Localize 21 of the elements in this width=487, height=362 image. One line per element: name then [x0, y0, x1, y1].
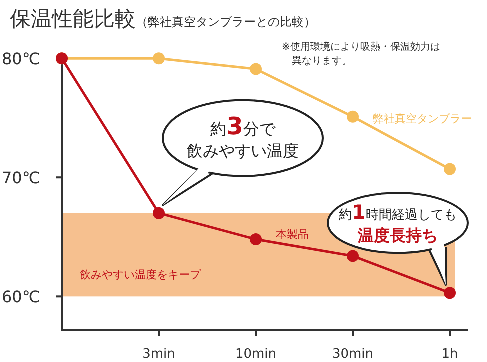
series-label: 弊社真空タンブラー — [373, 112, 472, 126]
chart-subtitle: （弊社真空タンブラーとの比較） — [136, 15, 316, 29]
annotation: ※使用環境により吸熱・保温効力は異なります。 — [282, 41, 440, 67]
x-tick-label: 10min — [235, 347, 277, 362]
point — [347, 250, 359, 262]
x-tick-label: 30min — [332, 347, 374, 362]
point — [347, 110, 359, 123]
y-tick-label: 80℃ — [2, 50, 40, 69]
y-tick-label: 60℃ — [2, 288, 40, 307]
point — [250, 63, 262, 76]
point — [153, 207, 165, 220]
x-tick-label: 1h — [442, 347, 458, 362]
band-label: 飲みやすい温度をキープ — [80, 268, 202, 282]
x-tick-label: 3min — [142, 347, 176, 362]
annotation: 約3分で飲みやすい温度 — [187, 112, 299, 160]
series-label: 本製品 — [276, 228, 309, 241]
point — [444, 163, 456, 176]
y-tick-label: 70℃ — [2, 168, 40, 188]
point — [444, 287, 456, 300]
point — [250, 234, 262, 246]
point — [153, 52, 165, 65]
